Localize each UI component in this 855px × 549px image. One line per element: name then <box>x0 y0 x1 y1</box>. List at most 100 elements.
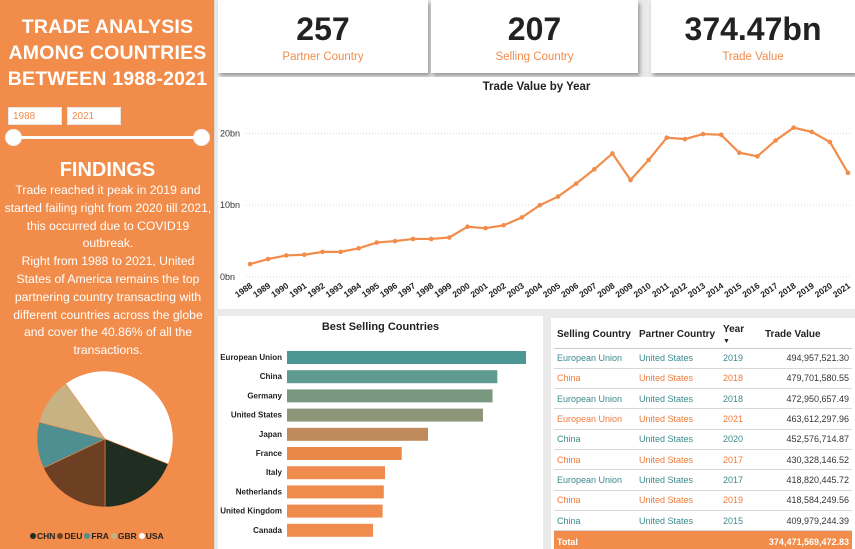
legend-item-usa[interactable]: USA <box>138 531 164 541</box>
data-point-1998[interactable] <box>428 236 434 242</box>
pie-slice-deu[interactable] <box>43 438 106 508</box>
col-header-trade-value[interactable]: Trade Value <box>762 322 852 349</box>
bar-united-states[interactable] <box>287 408 483 422</box>
data-point-2014[interactable] <box>718 132 724 138</box>
data-point-2021[interactable] <box>845 170 851 176</box>
pie-slice-usa[interactable] <box>65 370 174 465</box>
x-tick-label: 2014 <box>704 280 725 299</box>
legend-item-deu[interactable]: DEU <box>57 531 82 541</box>
partner-share-pie-chart[interactable] <box>36 370 174 508</box>
year-start-input[interactable]: 1988 <box>8 107 62 125</box>
x-tick-label: 2020 <box>813 280 834 299</box>
col-header-selling-country[interactable]: Selling Country <box>554 322 636 349</box>
data-point-2000[interactable] <box>465 224 470 230</box>
title-line-1: TRADE ANALYSIS <box>21 16 194 38</box>
table-row[interactable]: China United States 2017 430,328,146.52 <box>554 449 852 471</box>
data-point-1999[interactable] <box>447 235 452 240</box>
trade-table[interactable]: Selling Country Partner Country Year ▼ Tr… <box>551 318 855 549</box>
year-end-input[interactable]: 2021 <box>67 107 121 125</box>
table-row[interactable]: European Union United States 2018 472,950,6… <box>554 388 852 410</box>
data-point-2015[interactable] <box>736 150 742 156</box>
x-tick-label: 1998 <box>414 280 435 299</box>
data-point-2016[interactable] <box>755 154 760 159</box>
data-point-1995[interactable] <box>374 240 380 245</box>
cell-partner-country: United States <box>636 368 720 390</box>
bar-france[interactable] <box>287 447 402 460</box>
cell-trade-value: 430,328,146.52 <box>762 449 852 471</box>
cell-partner-country: United States <box>636 348 720 369</box>
cell-selling-country: China <box>554 510 636 532</box>
data-point-1990[interactable] <box>283 253 289 258</box>
table-row[interactable]: China United States 2018 479,701,580.55 <box>554 368 852 390</box>
cell-trade-value: 494,957,521.30 <box>762 348 852 369</box>
bar-chart-canvas[interactable]: European Union China Germany United States J… <box>218 316 543 549</box>
line-chart-canvas[interactable]: 0bn10bn20bn19881989199019911992199319941… <box>218 77 855 309</box>
cell-year: 2020 <box>720 429 762 450</box>
table-row[interactable]: European Union United States 2021 463,612,2… <box>554 408 852 430</box>
year-slider-start-handle[interactable] <box>5 129 22 146</box>
legend-swatch <box>84 533 91 539</box>
data-point-2011[interactable] <box>664 135 670 140</box>
legend-item-chn[interactable]: CHN <box>30 531 55 541</box>
data-point-1988[interactable] <box>247 261 253 267</box>
bar-germany[interactable] <box>287 389 493 403</box>
bar-united-kingdom[interactable] <box>287 504 383 518</box>
table-row[interactable]: European Union United States 2019 494,957,5… <box>554 348 852 369</box>
year-slider-end-handle[interactable] <box>193 129 210 146</box>
data-point-2019[interactable] <box>809 129 815 135</box>
data-point-1996[interactable] <box>392 238 398 244</box>
data-point-1997[interactable] <box>410 236 416 242</box>
data-point-2009[interactable] <box>628 177 633 183</box>
pie-slice-chn[interactable] <box>104 438 169 508</box>
bar-japan[interactable] <box>287 427 429 441</box>
data-point-2018[interactable] <box>791 125 796 130</box>
legend-swatch <box>30 533 36 539</box>
data-point-1993[interactable] <box>338 249 343 255</box>
x-tick-label: 2013 <box>686 280 707 299</box>
bar-european-union[interactable] <box>287 351 526 364</box>
col-header-year[interactable]: Year ▼ <box>720 322 762 349</box>
findings-text: Trade reached it peak in 2019 and starte… <box>4 182 212 360</box>
bar-category-label: France <box>256 449 283 458</box>
bar-italy[interactable] <box>287 466 385 480</box>
bar-china[interactable] <box>287 370 498 384</box>
data-point-2012[interactable] <box>682 136 688 142</box>
cell-selling-country: European Union <box>554 388 636 410</box>
col-header-partner-country[interactable]: Partner Country <box>636 322 720 349</box>
data-point-1989[interactable] <box>265 256 271 262</box>
data-point-2001[interactable] <box>483 225 488 231</box>
trade-value-by-year-chart[interactable]: Trade Value by Year 0bn 10bn 20bn 1988 1989 1… <box>218 77 855 309</box>
sort-desc-icon[interactable]: ▼ <box>723 337 730 345</box>
best-selling-countries-chart[interactable]: Best Selling Countries European Union Chi… <box>218 316 543 549</box>
table-row[interactable]: China United States 2019 418,584,249.56 <box>554 490 852 511</box>
x-tick-label: 2006 <box>559 280 580 299</box>
data-point-1991[interactable] <box>302 252 307 258</box>
legend-swatch <box>57 533 64 539</box>
year-slider-track[interactable] <box>13 136 203 139</box>
table-row[interactable]: European Union United States 2017 418,820,4… <box>554 469 852 491</box>
data-point-2005[interactable] <box>555 194 561 199</box>
data-point-2008[interactable] <box>610 151 615 156</box>
legend-item-fra[interactable]: FRA <box>84 531 109 541</box>
data-point-2002[interactable] <box>501 222 506 228</box>
table-row[interactable]: China United States 2015 409,979,244.39 <box>554 510 852 532</box>
data-point-2013[interactable] <box>700 131 706 137</box>
pie-slice-gbr[interactable] <box>38 383 106 440</box>
data-point-2004[interactable] <box>537 202 543 208</box>
data-point-2006[interactable] <box>573 181 579 186</box>
bar-netherlands[interactable] <box>287 485 384 499</box>
data-point-1994[interactable] <box>356 245 362 251</box>
data-point-2010[interactable] <box>646 157 651 163</box>
data-point-2017[interactable] <box>773 138 778 143</box>
data-point-2007[interactable] <box>592 166 597 172</box>
cell-selling-country: China <box>554 449 636 471</box>
table-row[interactable]: China United States 2020 452,576,714.87 <box>554 429 852 450</box>
bar-category-label: Germany <box>247 391 282 400</box>
data-point-2020[interactable] <box>827 139 833 145</box>
bar-canada[interactable] <box>287 523 374 537</box>
data-point-2003[interactable] <box>519 215 525 220</box>
data-point-1992[interactable] <box>320 249 325 255</box>
legend-label: USA <box>145 531 164 541</box>
legend-item-gbr[interactable]: GBR <box>110 531 137 541</box>
trade-value-line[interactable] <box>249 126 849 266</box>
